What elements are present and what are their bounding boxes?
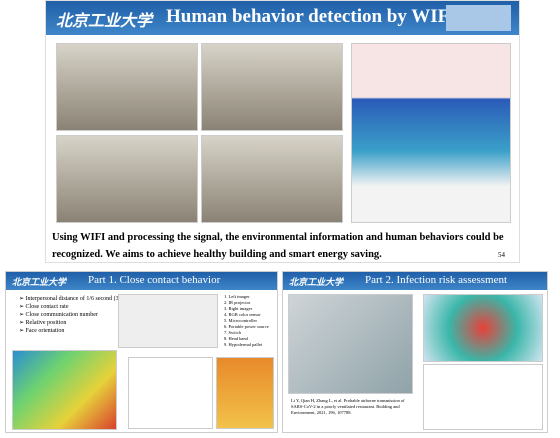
right-slide: 北京工业大学 Part 2. Infection risk assessment… bbox=[282, 271, 548, 433]
photo bbox=[56, 43, 198, 131]
photo bbox=[56, 135, 198, 223]
item-text: RGB color sensor bbox=[228, 312, 261, 317]
part: 2. IR projector bbox=[224, 300, 269, 306]
part: 8. Head band bbox=[224, 336, 269, 342]
bullet: ➢ Relative position bbox=[19, 319, 130, 327]
bullet-list: ➢ Interpersonal distance of 1/6 second (… bbox=[9, 295, 130, 335]
logo: 北京工业大学 bbox=[12, 278, 67, 288]
depth-map bbox=[12, 350, 117, 430]
logo: 北京工业大学 bbox=[56, 11, 153, 30]
top-slide: 北京工业大学 Human behavior detection by WIFI … bbox=[45, 0, 520, 263]
header-band: 北京工业大学 Part 2. Infection risk assessment bbox=[283, 272, 547, 290]
marker: 8. bbox=[224, 336, 229, 341]
item-text: IR projector bbox=[228, 300, 251, 305]
signal-plots bbox=[351, 43, 511, 223]
part: 1. Left imager bbox=[224, 294, 269, 300]
marker: 3. bbox=[224, 306, 229, 311]
marker: ➢ bbox=[19, 304, 26, 310]
item-text: Face orientation bbox=[25, 328, 65, 334]
slide-title: Part 1. Close contact behavior bbox=[88, 274, 221, 286]
left-slide: 北京工业大学 Part 1. Close contact behavior ➢ … bbox=[5, 271, 278, 433]
device-photo bbox=[118, 294, 218, 348]
item-text: Relative position bbox=[25, 320, 67, 326]
marker: 6. bbox=[224, 324, 229, 329]
photo bbox=[201, 135, 343, 223]
marker: 4. bbox=[224, 312, 229, 317]
item-text: Hypodermal pallet bbox=[228, 342, 263, 347]
marker: ➢ bbox=[19, 312, 26, 318]
bullet: ➢ Close contact rate bbox=[19, 303, 130, 311]
header-band: 北京工业大学 Human behavior detection by WIFI bbox=[46, 1, 519, 35]
bullet: ➢ Close communication number bbox=[19, 311, 130, 319]
bar-figure bbox=[423, 364, 543, 430]
restaurant-model bbox=[288, 294, 413, 394]
bullet: ➢ Interpersonal distance of 1/6 second (… bbox=[19, 295, 130, 303]
item-text: Portable power source bbox=[228, 324, 269, 329]
logo: 北京工业大学 bbox=[289, 278, 344, 288]
item-text: Left imager bbox=[228, 294, 250, 299]
item-text: Close communication number bbox=[25, 312, 98, 318]
bullet: ➢ Face orientation bbox=[19, 327, 130, 335]
page-number: 54 bbox=[498, 251, 505, 259]
item-text: Microcontroller bbox=[228, 318, 258, 323]
part: 9. Hypodermal pallet bbox=[224, 342, 269, 348]
part: 5. Microcontroller bbox=[224, 318, 269, 324]
thermal-image bbox=[216, 357, 274, 429]
part: 6. Portable power source bbox=[224, 324, 269, 330]
parts-list: 1. Left imager 2. IR projector 3. Right im… bbox=[224, 294, 269, 348]
marker: ➢ bbox=[19, 320, 26, 326]
part: 4. RGB color sensor bbox=[224, 312, 269, 318]
marker: ➢ bbox=[19, 296, 26, 302]
part: 7. Switch bbox=[224, 330, 269, 336]
slide-title: Part 2. Infection risk assessment bbox=[365, 274, 508, 286]
item-text: Head band bbox=[228, 336, 248, 341]
marker: 5. bbox=[224, 318, 229, 323]
airflow-map bbox=[423, 294, 543, 362]
marker: 9. bbox=[224, 342, 229, 347]
slide-title: Human behavior detection by WIFI bbox=[166, 6, 457, 27]
marker: 2. bbox=[224, 300, 229, 305]
item-text: Close contact rate bbox=[25, 304, 69, 310]
caption: Using WIFI and processing the signal, th… bbox=[52, 232, 504, 260]
item-text: Right imager bbox=[228, 306, 253, 311]
citation: Li Y, Qian H, Zhang L, et al. Probable a… bbox=[291, 398, 405, 415]
item-text: Interpersonal distance of 1/6 second (3m… bbox=[25, 296, 130, 302]
item-text: Switch bbox=[228, 330, 242, 335]
marker: ➢ bbox=[19, 328, 26, 334]
part: 3. Right imager bbox=[224, 306, 269, 312]
marker: 1. bbox=[224, 294, 229, 299]
photo bbox=[201, 43, 343, 131]
marker: 7. bbox=[224, 330, 229, 335]
header-band: 北京工业大学 Part 1. Close contact behavior bbox=[6, 272, 277, 290]
building-icon bbox=[446, 5, 511, 31]
silhouette bbox=[128, 357, 213, 429]
